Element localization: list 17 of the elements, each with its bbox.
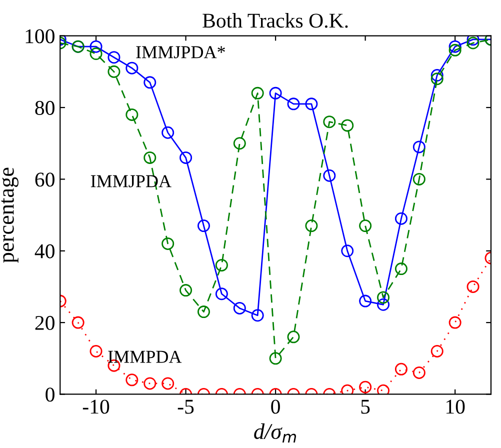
x-tick-label: -10 (82, 400, 110, 414)
annotation: IMMJPDA (90, 175, 172, 188)
x-tick-label: 0 (271, 400, 280, 414)
y-tick-label: 100 (26, 29, 54, 44)
y-tick-label: 60 (35, 172, 54, 187)
x-axis-title: d/σ$_{m}$ (254, 423, 296, 442)
annotation: IMMPDA (108, 350, 182, 363)
y-tick-label: 20 (35, 316, 54, 330)
x-tick-label: 10 (446, 400, 465, 414)
x-tick-label: -5 (178, 400, 194, 414)
y-axis-title: percentage (1, 168, 18, 263)
y-tick-label: 0 (46, 388, 54, 402)
chart-title: Both Tracks O.K. (202, 13, 348, 28)
y-tick-label: 80 (35, 100, 54, 115)
annotation: IMMJPDA* (136, 46, 225, 58)
x-tick-label: 5 (361, 400, 370, 414)
y-tick-label: 40 (34, 244, 54, 258)
